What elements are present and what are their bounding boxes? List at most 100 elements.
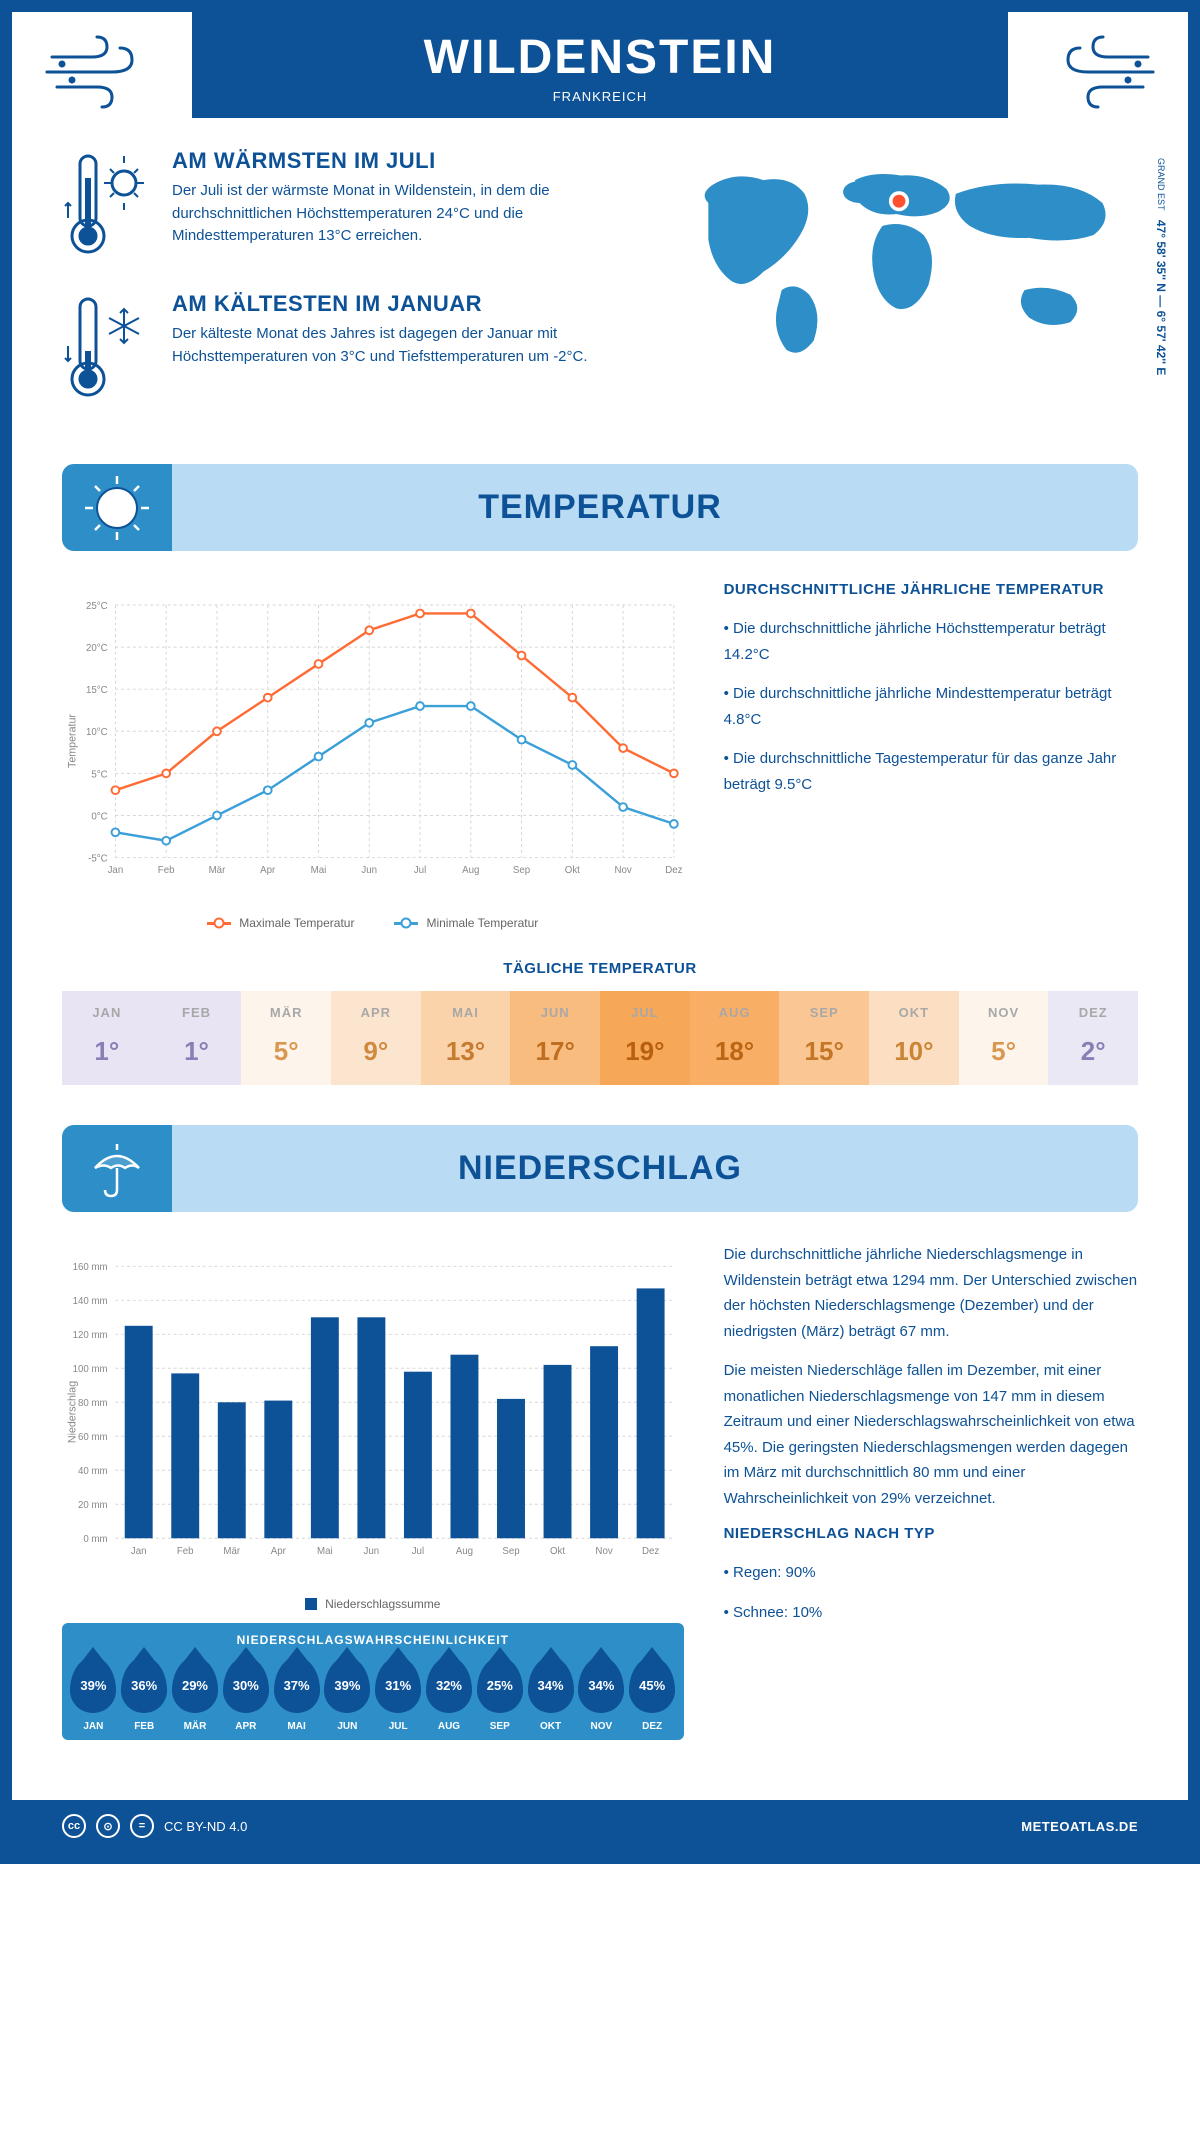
- cc-icon: cc: [62, 1814, 86, 1838]
- svg-text:Okt: Okt: [550, 1546, 565, 1557]
- city-title: WILDENSTEIN: [192, 30, 1008, 85]
- svg-text:Feb: Feb: [177, 1546, 194, 1557]
- svg-text:Jun: Jun: [361, 865, 377, 876]
- world-map: [645, 148, 1138, 368]
- svg-text:Mär: Mär: [223, 1546, 240, 1557]
- svg-text:Okt: Okt: [565, 865, 580, 876]
- svg-text:60 mm: 60 mm: [78, 1432, 108, 1443]
- svg-text:Sep: Sep: [502, 1546, 519, 1557]
- svg-text:Feb: Feb: [158, 865, 175, 876]
- rain-drop: 37%MAI: [274, 1657, 320, 1732]
- temp-cell: JUL19°: [600, 991, 690, 1085]
- svg-text:20°C: 20°C: [86, 643, 108, 654]
- svg-text:Jan: Jan: [131, 1546, 147, 1557]
- svg-text:120 mm: 120 mm: [73, 1330, 108, 1341]
- coldest-title: AM KÄLTESTEN IM JANUAR: [172, 291, 605, 317]
- site-name: METEOATLAS.DE: [1021, 1819, 1138, 1834]
- license-text: CC BY-ND 4.0: [164, 1819, 247, 1834]
- rain-drop: 36%FEB: [121, 1657, 167, 1732]
- coldest-text: Der kälteste Monat des Jahres ist dagege…: [172, 323, 605, 368]
- temperature-title: TEMPERATUR: [62, 488, 1138, 527]
- svg-text:160 mm: 160 mm: [73, 1262, 108, 1273]
- thermometer-cold-icon: [62, 291, 152, 401]
- svg-text:Jan: Jan: [108, 865, 124, 876]
- country-label: FRANKREICH: [192, 89, 1008, 104]
- temp-info-b3: • Die durchschnittliche Tagestemperatur …: [724, 746, 1138, 797]
- svg-text:Jul: Jul: [414, 865, 426, 876]
- rain-drop: 30%APR: [223, 1657, 269, 1732]
- rain-drop: 39%JUN: [324, 1657, 370, 1732]
- svg-text:Dez: Dez: [665, 865, 682, 876]
- rain-type-title: NIEDERSCHLAG NACH TYP: [724, 1525, 1138, 1542]
- temp-info-title: DURCHSCHNITTLICHE JÄHRLICHE TEMPERATUR: [724, 581, 1138, 598]
- header: WILDENSTEIN FRANKREICH: [192, 12, 1008, 118]
- rain-bar-chart: 0 mm20 mm40 mm60 mm80 mm100 mm120 mm140 …: [62, 1242, 684, 1582]
- temp-cell: SEP15°: [779, 991, 869, 1085]
- svg-text:Dez: Dez: [642, 1546, 659, 1557]
- rain-text-p1: Die durchschnittliche jährliche Niedersc…: [724, 1242, 1138, 1344]
- svg-text:0 mm: 0 mm: [83, 1534, 107, 1545]
- temp-cell: DEZ2°: [1048, 991, 1138, 1085]
- svg-text:140 mm: 140 mm: [73, 1296, 108, 1307]
- svg-text:Sep: Sep: [513, 865, 530, 876]
- temp-cell: JUN17°: [510, 991, 600, 1085]
- warmest-title: AM WÄRMSTEN IM JULI: [172, 148, 605, 174]
- rain-drop: 34%NOV: [578, 1657, 624, 1732]
- temp-cell: MÄR5°: [241, 991, 331, 1085]
- temp-cell: MAI13°: [421, 991, 511, 1085]
- temp-cell: OKT10°: [869, 991, 959, 1085]
- svg-text:10°C: 10°C: [86, 727, 108, 738]
- rain-drop: 45%DEZ: [629, 1657, 675, 1732]
- coordinates: GRAND EST 47° 58' 35'' N — 6° 57' 42'' E: [1154, 158, 1168, 375]
- rain-drop: 32%AUG: [426, 1657, 472, 1732]
- wind-icon-left: [42, 32, 162, 112]
- svg-text:Temperatur: Temperatur: [67, 714, 79, 768]
- sun-icon: [82, 473, 152, 543]
- temp-chart-legend: #lg-max::after{border-color:#ff6b35}Maxi…: [62, 916, 684, 930]
- footer: cc ⊙ = CC BY-ND 4.0 METEOATLAS.DE: [12, 1800, 1188, 1852]
- umbrella-icon: [85, 1136, 150, 1201]
- svg-text:80 mm: 80 mm: [78, 1398, 108, 1409]
- daily-temp-table: JAN1°FEB1°MÄR5°APR9°MAI13°JUN17°JUL19°AU…: [62, 991, 1138, 1085]
- svg-text:100 mm: 100 mm: [73, 1364, 108, 1375]
- daily-temp-title: TÄGLICHE TEMPERATUR: [62, 960, 1138, 977]
- thermometer-hot-icon: [62, 148, 152, 258]
- temperature-line-chart: -5°C0°C5°C10°C15°C20°C25°CJanFebMärAprMa…: [62, 581, 684, 901]
- svg-text:Aug: Aug: [456, 1546, 473, 1557]
- rain-type-1: • Regen: 90%: [724, 1560, 1138, 1586]
- infographic-container: WILDENSTEIN FRANKREICH AM WÄRMSTEN IM JU…: [0, 0, 1200, 1864]
- temp-info-b1: • Die durchschnittliche jährliche Höchst…: [724, 616, 1138, 667]
- svg-text:Apr: Apr: [260, 865, 276, 876]
- svg-text:Aug: Aug: [462, 865, 479, 876]
- svg-text:15°C: 15°C: [86, 685, 108, 696]
- svg-text:Nov: Nov: [595, 1546, 612, 1557]
- svg-text:40 mm: 40 mm: [78, 1466, 108, 1477]
- rain-drop: 29%MÄR: [172, 1657, 218, 1732]
- rain-section-header: NIEDERSCHLAG: [62, 1125, 1138, 1212]
- rain-drop: 31%JUL: [375, 1657, 421, 1732]
- rain-drop: 34%OKT: [528, 1657, 574, 1732]
- svg-text:-5°C: -5°C: [88, 853, 108, 864]
- rain-probability-panel: NIEDERSCHLAGSWAHRSCHEINLICHKEIT 39%JAN36…: [62, 1623, 684, 1740]
- rain-drop: 39%JAN: [70, 1657, 116, 1732]
- rain-text-p2: Die meisten Niederschläge fallen im Deze…: [724, 1358, 1138, 1511]
- temp-cell: JAN1°: [62, 991, 152, 1085]
- svg-text:5°C: 5°C: [91, 769, 107, 780]
- rain-drop: 25%SEP: [477, 1657, 523, 1732]
- rain-chart-legend: Niederschlagssumme: [62, 1597, 684, 1611]
- temp-info-b2: • Die durchschnittliche jährliche Mindes…: [724, 681, 1138, 732]
- by-icon: ⊙: [96, 1814, 120, 1838]
- temp-cell: FEB1°: [152, 991, 242, 1085]
- svg-text:Mai: Mai: [317, 1546, 333, 1557]
- rain-type-2: • Schnee: 10%: [724, 1600, 1138, 1626]
- temp-cell: AUG18°: [690, 991, 780, 1085]
- svg-text:Jul: Jul: [412, 1546, 424, 1557]
- svg-text:Apr: Apr: [271, 1546, 287, 1557]
- svg-text:25°C: 25°C: [86, 601, 108, 612]
- svg-text:Niederschlag: Niederschlag: [67, 1381, 79, 1443]
- svg-text:0°C: 0°C: [91, 811, 107, 822]
- temperature-section-header: TEMPERATUR: [62, 464, 1138, 551]
- temp-cell: APR9°: [331, 991, 421, 1085]
- temp-cell: NOV5°: [959, 991, 1049, 1085]
- svg-text:Nov: Nov: [614, 865, 631, 876]
